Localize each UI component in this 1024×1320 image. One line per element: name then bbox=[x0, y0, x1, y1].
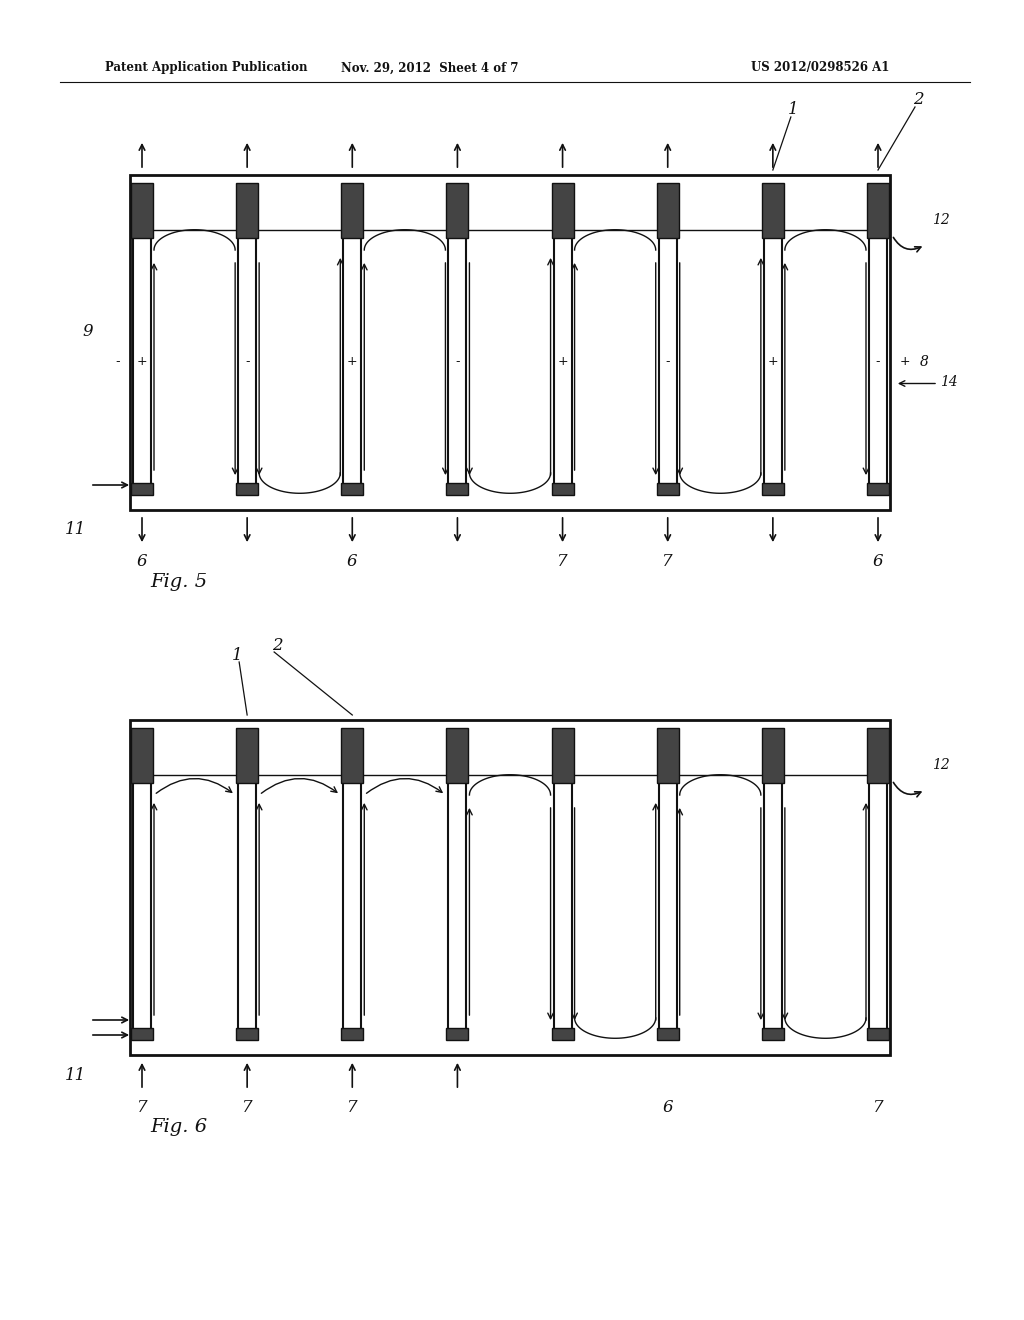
Bar bbox=[552, 183, 573, 238]
Bar bbox=[867, 483, 889, 495]
Text: +: + bbox=[347, 355, 357, 368]
Bar bbox=[762, 1028, 783, 1040]
Text: 6: 6 bbox=[872, 553, 884, 570]
Bar bbox=[239, 780, 256, 1034]
Bar bbox=[341, 729, 364, 783]
Bar bbox=[449, 235, 466, 488]
Bar bbox=[658, 235, 677, 488]
Text: 1: 1 bbox=[787, 102, 798, 119]
Text: 6: 6 bbox=[136, 553, 147, 570]
Bar bbox=[658, 780, 677, 1034]
Bar bbox=[867, 729, 889, 783]
Bar bbox=[133, 780, 151, 1034]
Text: 7: 7 bbox=[347, 1098, 357, 1115]
Bar bbox=[554, 235, 571, 488]
Bar bbox=[131, 729, 153, 783]
Text: 2: 2 bbox=[271, 636, 283, 653]
Bar bbox=[762, 183, 783, 238]
Text: -: - bbox=[876, 355, 881, 368]
Bar bbox=[656, 1028, 679, 1040]
Text: 2: 2 bbox=[912, 91, 924, 108]
Bar bbox=[656, 483, 679, 495]
Bar bbox=[131, 483, 153, 495]
Bar bbox=[869, 235, 887, 488]
Bar bbox=[446, 483, 468, 495]
Bar bbox=[343, 235, 361, 488]
Bar bbox=[237, 483, 258, 495]
Bar bbox=[133, 235, 151, 488]
Bar bbox=[341, 183, 364, 238]
Bar bbox=[341, 483, 364, 495]
Text: 7: 7 bbox=[136, 1098, 147, 1115]
Text: 6: 6 bbox=[663, 1098, 673, 1115]
Bar bbox=[764, 780, 782, 1034]
Text: +: + bbox=[557, 355, 568, 368]
Text: Nov. 29, 2012  Sheet 4 of 7: Nov. 29, 2012 Sheet 4 of 7 bbox=[341, 62, 519, 74]
Bar bbox=[867, 183, 889, 238]
Bar bbox=[552, 1028, 573, 1040]
Text: 6: 6 bbox=[347, 553, 357, 570]
Text: +: + bbox=[900, 355, 910, 368]
Text: Fig. 5: Fig. 5 bbox=[150, 573, 207, 591]
Bar bbox=[130, 176, 890, 510]
Text: Fig. 6: Fig. 6 bbox=[150, 1118, 207, 1137]
Bar bbox=[446, 729, 468, 783]
Bar bbox=[343, 780, 361, 1034]
Bar bbox=[656, 183, 679, 238]
Text: 12: 12 bbox=[932, 758, 949, 772]
Text: Patent Application Publication: Patent Application Publication bbox=[105, 62, 307, 74]
Text: +: + bbox=[136, 355, 147, 368]
Bar bbox=[446, 183, 468, 238]
Bar bbox=[552, 483, 573, 495]
Bar bbox=[341, 1028, 364, 1040]
Text: 1: 1 bbox=[231, 647, 243, 664]
Text: 7: 7 bbox=[663, 553, 673, 570]
Bar bbox=[869, 780, 887, 1034]
Text: 7: 7 bbox=[557, 553, 568, 570]
Bar bbox=[131, 1028, 153, 1040]
Bar bbox=[130, 719, 890, 1055]
Bar bbox=[552, 729, 573, 783]
Text: 11: 11 bbox=[65, 1067, 86, 1084]
Bar bbox=[131, 183, 153, 238]
Bar bbox=[237, 1028, 258, 1040]
Text: 9: 9 bbox=[83, 323, 93, 341]
Bar bbox=[764, 235, 782, 488]
Text: -: - bbox=[456, 355, 460, 368]
Text: -: - bbox=[245, 355, 250, 368]
Bar bbox=[237, 729, 258, 783]
Bar bbox=[449, 780, 466, 1034]
Text: 7: 7 bbox=[242, 1098, 253, 1115]
Bar bbox=[867, 1028, 889, 1040]
Text: 7: 7 bbox=[872, 1098, 884, 1115]
Bar bbox=[762, 483, 783, 495]
Text: US 2012/0298526 A1: US 2012/0298526 A1 bbox=[751, 62, 889, 74]
Text: 8: 8 bbox=[920, 355, 929, 368]
Bar bbox=[237, 183, 258, 238]
Text: 14: 14 bbox=[940, 375, 957, 388]
Text: 12: 12 bbox=[932, 213, 949, 227]
Bar bbox=[762, 729, 783, 783]
Text: -: - bbox=[666, 355, 670, 368]
Text: +: + bbox=[768, 355, 778, 368]
Text: 11: 11 bbox=[65, 521, 86, 539]
Text: -: - bbox=[116, 355, 120, 368]
Bar bbox=[554, 780, 571, 1034]
Bar bbox=[446, 1028, 468, 1040]
Bar bbox=[239, 235, 256, 488]
Bar bbox=[656, 729, 679, 783]
